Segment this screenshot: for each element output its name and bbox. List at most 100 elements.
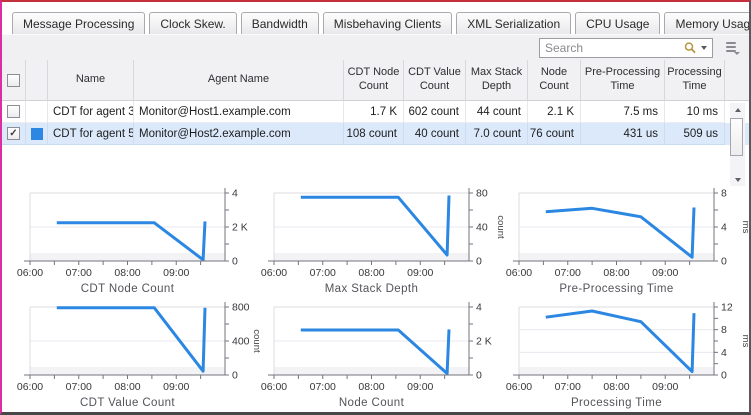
column-chooser-icon[interactable] <box>726 42 740 55</box>
cell-cdt-value-count: 40 count <box>404 123 466 145</box>
svg-text:07:00: 07:00 <box>310 267 336 279</box>
svg-text:08:00: 08:00 <box>603 381 629 393</box>
search-placeholder: Search <box>545 41 584 55</box>
svg-text:06:00: 06:00 <box>506 267 532 279</box>
svg-text:06:00: 06:00 <box>261 381 287 393</box>
column-header-pre-processing-time[interactable]: Pre-Processing Time <box>581 60 665 101</box>
row-checkbox[interactable] <box>7 127 20 140</box>
swatch-cell <box>26 101 48 123</box>
svg-text:07:00: 07:00 <box>555 267 581 279</box>
toolbar: Search <box>2 34 749 61</box>
scroll-down-button[interactable] <box>730 173 745 186</box>
svg-text:2 K: 2 K <box>232 222 248 234</box>
chart-pre-processing-time: 06:00 07:00 08:00 09:00 0 4 8 ms Pre-Processing … <box>503 185 749 298</box>
svg-text:8: 8 <box>721 188 727 200</box>
svg-text:0: 0 <box>721 256 727 268</box>
cell-node-count: 2.1 K <box>528 101 581 123</box>
header-swatch-cell <box>26 60 48 101</box>
column-header-node-count[interactable]: Node Count <box>528 60 581 101</box>
scrollbar-thumb[interactable] <box>730 118 743 156</box>
svg-text:Max Stack Depth: Max Stack Depth <box>325 283 419 295</box>
tab-message-processing[interactable]: Message Processing <box>12 12 146 34</box>
header-checkbox-cell <box>2 60 26 101</box>
tab-bandwidth[interactable]: Bandwidth <box>240 12 319 34</box>
table-body: CDT for agent 3 Monitor@Host1.example.com… <box>2 101 749 145</box>
svg-text:count: count <box>251 329 262 353</box>
chart-max-stack-depth: 06:00 07:00 08:00 09:00 0 40 80 count Max Stack … <box>258 185 506 298</box>
svg-text:07:00: 07:00 <box>66 381 92 393</box>
cell-name: CDT for agent 5 <box>48 123 134 145</box>
svg-text:400: 400 <box>232 336 250 348</box>
tab-clock-skew[interactable]: Clock Skew. <box>149 12 237 34</box>
cell-max-stack-depth: 7.0 count <box>466 123 528 145</box>
svg-text:ms: ms <box>740 221 751 234</box>
column-header-max-stack-depth[interactable]: Max Stack Depth <box>466 60 528 101</box>
svg-text:06:00: 06:00 <box>506 381 532 393</box>
cell-agent-name: Monitor@Host2.example.com <box>134 123 344 145</box>
tab-bar: Message Processing Clock Skew. Bandwidth Mi… <box>12 7 749 34</box>
svg-text:80: 80 <box>476 188 488 200</box>
cell-agent-name: Monitor@Host1.example.com <box>134 101 344 123</box>
row-checkbox-cell <box>2 101 26 123</box>
search-input[interactable]: Search <box>539 38 713 58</box>
svg-text:12: 12 <box>721 302 733 314</box>
column-header-cdt-node-count[interactable]: CDT Node Count <box>344 60 404 101</box>
cell-processing-time: 10 ms <box>665 101 725 123</box>
svg-text:4: 4 <box>232 188 238 200</box>
svg-text:0: 0 <box>476 256 482 268</box>
svg-text:0: 0 <box>232 370 238 382</box>
table-row[interactable]: CDT for agent 5Monitor@Host2.example.com… <box>2 123 749 145</box>
column-header-agent-name[interactable]: Agent Name <box>134 60 344 101</box>
chart-processing-time: 06:00 07:00 08:00 09:00 0 4 8 12 ms Processing Ti… <box>503 299 749 412</box>
svg-text:07:00: 07:00 <box>310 381 336 393</box>
svg-text:0: 0 <box>232 256 238 268</box>
svg-text:Node Count: Node Count <box>339 397 405 409</box>
vertical-scrollbar[interactable] <box>730 103 745 186</box>
cell-pre-processing-time: 7.5 ms <box>581 101 665 123</box>
column-header-processing-time[interactable]: Processing Time <box>665 60 725 101</box>
svg-text:07:00: 07:00 <box>555 381 581 393</box>
svg-text:09:00: 09:00 <box>163 267 189 279</box>
cell-cdt-node-count: 108 count <box>344 123 404 145</box>
table-row[interactable]: CDT for agent 3 Monitor@Host1.example.com… <box>2 101 749 123</box>
column-header-cdt-value-count[interactable]: CDT Value Count <box>404 60 466 101</box>
cell-max-stack-depth: 44 count <box>466 101 528 123</box>
cell-pre-processing-time: 431 us <box>581 123 665 145</box>
svg-text:06:00: 06:00 <box>17 267 43 279</box>
svg-text:08:00: 08:00 <box>114 267 140 279</box>
cell-cdt-value-count: 602 count <box>404 101 466 123</box>
series-color-swatch <box>30 127 43 140</box>
svg-text:CDT Value Count: CDT Value Count <box>80 397 175 409</box>
row-checkbox[interactable] <box>7 105 20 118</box>
tab-misbehaving-clients[interactable]: Misbehaving Clients <box>322 12 453 34</box>
svg-text:09:00: 09:00 <box>407 381 433 393</box>
svg-text:0: 0 <box>721 370 727 382</box>
tab-xml-serialization[interactable]: XML Serialization <box>456 12 572 34</box>
svg-text:4: 4 <box>721 222 727 234</box>
svg-text:09:00: 09:00 <box>652 267 678 279</box>
cell-processing-time: 509 us <box>665 123 725 145</box>
tab-memory-usage[interactable]: Memory Usage <box>664 12 749 34</box>
header-filler-cell <box>725 60 749 101</box>
cell-cdt-node-count: 1.7 K <box>344 101 404 123</box>
svg-text:ms: ms <box>740 335 751 348</box>
svg-text:CDT Node Count: CDT Node Count <box>81 283 175 295</box>
tab-cpu-usage[interactable]: CPU Usage <box>575 12 661 34</box>
svg-text:count: count <box>495 215 506 239</box>
svg-text:06:00: 06:00 <box>261 267 287 279</box>
cell-name: CDT for agent 3 <box>48 101 134 123</box>
svg-text:09:00: 09:00 <box>652 381 678 393</box>
search-dropdown-caret-icon[interactable] <box>701 46 707 50</box>
svg-text:4: 4 <box>721 347 727 359</box>
select-all-checkbox[interactable] <box>7 73 20 87</box>
svg-text:4: 4 <box>476 302 482 314</box>
column-header-name[interactable]: Name <box>48 60 134 101</box>
svg-text:2 K: 2 K <box>476 336 492 348</box>
svg-text:0: 0 <box>476 370 482 382</box>
svg-text:Pre-Processing Time: Pre-Processing Time <box>559 283 673 295</box>
magnifier-icon[interactable] <box>683 41 697 55</box>
scroll-up-button[interactable] <box>730 103 745 116</box>
svg-text:08:00: 08:00 <box>358 381 384 393</box>
svg-text:09:00: 09:00 <box>407 267 433 279</box>
